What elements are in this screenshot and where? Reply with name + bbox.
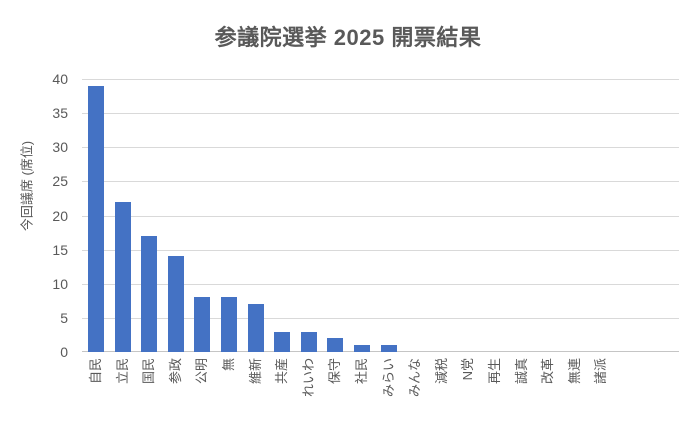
y-tick-label: 5 — [60, 309, 68, 326]
gridline — [82, 317, 679, 319]
y-tick-label: 15 — [52, 241, 68, 258]
x-axis-label: れいわ — [300, 358, 316, 398]
x-axis-label: 社民 — [354, 358, 369, 385]
x-axis-label: 改革 — [540, 358, 556, 385]
bar — [194, 297, 211, 352]
x-axis-label: 立民 — [114, 358, 130, 385]
x-axis-label: 無連 — [566, 358, 582, 385]
bar — [274, 331, 291, 352]
y-tick-label: 25 — [52, 173, 68, 190]
x-axis-label: 諸派 — [593, 358, 609, 385]
x-axis-label: 参政 — [167, 358, 183, 385]
bar — [354, 345, 370, 352]
x-axis-label: 誠真 — [513, 358, 529, 385]
y-tick-label: 10 — [52, 275, 68, 292]
bar — [114, 201, 131, 352]
bar — [380, 345, 397, 352]
plot-area — [82, 79, 679, 352]
bar — [300, 331, 317, 352]
bar — [221, 297, 237, 352]
x-axis-label: みらい — [380, 358, 396, 398]
gridline — [82, 181, 679, 183]
gridline — [82, 249, 679, 251]
x-axis-label: 無 — [221, 358, 236, 372]
bar — [327, 338, 344, 352]
x-axis-label: みんな — [407, 358, 423, 398]
x-axis-label: 自民 — [88, 358, 103, 385]
bar — [167, 256, 184, 352]
x-axis-label: 国民 — [141, 358, 157, 385]
x-axis-label: 維新 — [247, 358, 263, 385]
y-tick-label: 40 — [52, 71, 68, 87]
y-tick-label: 35 — [52, 105, 68, 122]
gridline — [82, 215, 679, 217]
x-axis-label: 保守 — [327, 358, 343, 385]
x-axis-label: 公明 — [194, 358, 210, 385]
bar — [88, 85, 104, 352]
gridline — [82, 79, 679, 80]
y-tick-label: 0 — [60, 344, 68, 360]
x-axis-label: 共産 — [274, 358, 290, 385]
gridline — [82, 283, 679, 285]
chart-title: 参議院選挙 2025 開票結果 — [214, 25, 482, 50]
y-tick-label: 20 — [52, 207, 68, 224]
x-axis-label: 減税 — [433, 358, 449, 385]
gridline — [82, 147, 679, 149]
bar — [141, 235, 158, 352]
x-axis-label: 再生 — [487, 358, 502, 385]
y-tick-label: 30 — [52, 139, 68, 156]
x-axis-label: N党 — [460, 358, 476, 381]
bar — [247, 304, 264, 352]
x-axis-line — [82, 351, 679, 352]
gridline — [82, 113, 679, 115]
